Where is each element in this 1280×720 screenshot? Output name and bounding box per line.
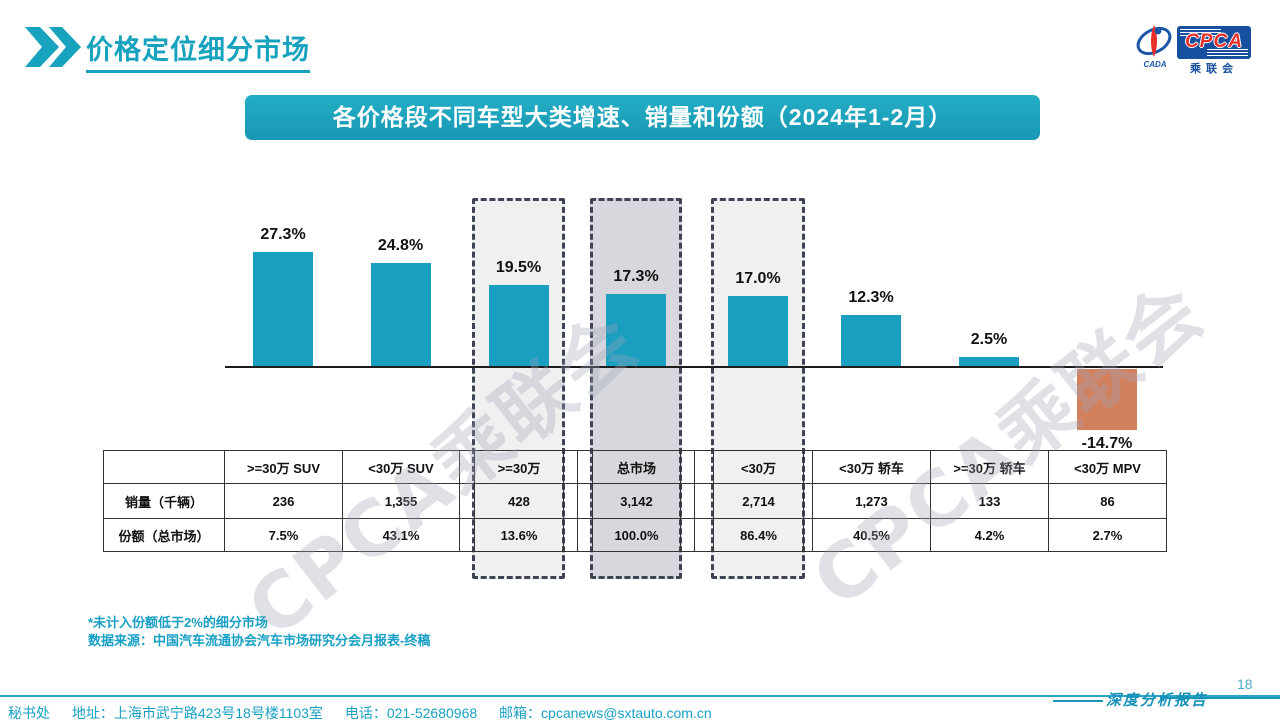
bar-label-2: 19.5% bbox=[495, 259, 542, 277]
cpca-logo: CADA CPCA 乘联会 bbox=[1133, 20, 1253, 75]
bar-label-6: 2.5% bbox=[970, 330, 1008, 348]
bar-label-0: 27.3% bbox=[260, 226, 306, 244]
spacer-cell bbox=[680, 518, 695, 552]
footnote-exclusion: *未计入份额低于2%的细分市场 bbox=[88, 615, 268, 630]
spacer-cell bbox=[803, 483, 813, 519]
spacer-cell bbox=[563, 483, 578, 519]
bar-2 bbox=[488, 285, 549, 367]
page-title: 价格定位细分市场 bbox=[86, 28, 310, 73]
share-3: 100.0% bbox=[592, 518, 681, 552]
bar-label-7: -14.7% bbox=[1081, 434, 1133, 452]
sales-6: 133 bbox=[930, 483, 1049, 519]
x-axis-line bbox=[225, 366, 1163, 368]
footer-address: 地址：上海市武宁路423号18号楼1103室 bbox=[71, 705, 323, 720]
spacer-cell bbox=[459, 450, 475, 484]
col-7: <30万 MPV bbox=[1048, 450, 1167, 484]
col-header bbox=[103, 450, 225, 484]
spacer-cell bbox=[459, 518, 475, 552]
spacer-cell bbox=[680, 483, 695, 519]
bar-label-3: 17.3% bbox=[613, 268, 659, 286]
sales-1: 1,355 bbox=[342, 483, 460, 519]
data-table: >=30万 SUV <30万 SUV >=30万 总市场 <30万 <30万 轿车 >=30… bbox=[103, 450, 1167, 552]
chenglianhui-label: 乘联会 bbox=[1190, 63, 1238, 75]
footer-contact: 秘书处 地址：上海市武宁路423号18号楼1103室 电话：021-526809… bbox=[8, 703, 730, 720]
spacer-cell bbox=[577, 518, 593, 552]
sales-0: 236 bbox=[224, 483, 343, 519]
footnote-source: 数据来源：中国汽车流通协会汽车市场研究分会月报表-终稿 bbox=[88, 633, 431, 648]
bar-1 bbox=[370, 262, 431, 367]
col-6: >=30万 轿车 bbox=[930, 450, 1049, 484]
report-name: 深度分析报告 bbox=[1106, 693, 1209, 709]
cpca-label: CPCA bbox=[1185, 31, 1243, 52]
footnotes: *未计入份额低于2%的细分市场 数据来源：中国汽车流通协会汽车市场研究分会月报表… bbox=[88, 614, 430, 650]
spacer-cell bbox=[694, 483, 714, 519]
chart-title-banner: 各价格段不同车型大类增速、销量和份额（2024年1-2月） bbox=[245, 95, 1040, 140]
share-5: 40.5% bbox=[812, 518, 931, 552]
report-rule-right bbox=[1160, 697, 1280, 699]
share-0: 7.5% bbox=[224, 518, 343, 552]
share-7: 2.7% bbox=[1048, 518, 1167, 552]
footer-email: 邮箱：cpcanews@sxtauto.com.cn bbox=[499, 705, 712, 720]
share-1: 43.1% bbox=[342, 518, 460, 552]
spacer-cell bbox=[459, 483, 475, 519]
spacer-cell bbox=[694, 518, 714, 552]
col-1: <30万 SUV bbox=[342, 450, 460, 484]
col-3: 总市场 bbox=[592, 450, 681, 484]
share-header: 份额（总市场） bbox=[103, 518, 225, 552]
bar-4 bbox=[728, 295, 788, 367]
share-2: 13.6% bbox=[474, 518, 564, 552]
share-6: 4.2% bbox=[930, 518, 1049, 552]
bar-0 bbox=[253, 252, 313, 367]
footer-divider bbox=[0, 695, 1280, 697]
bar-3 bbox=[606, 294, 666, 367]
col-0: >=30万 SUV bbox=[224, 450, 343, 484]
page-number: 18 bbox=[1237, 676, 1253, 692]
spacer-cell bbox=[803, 450, 813, 484]
spacer-cell bbox=[694, 450, 714, 484]
col-5: <30万 轿车 bbox=[812, 450, 931, 484]
bar-6 bbox=[959, 356, 1019, 367]
share-4: 86.4% bbox=[713, 518, 804, 552]
spacer-cell bbox=[680, 450, 695, 484]
spacer-cell bbox=[563, 518, 578, 552]
bar-7 bbox=[1077, 368, 1137, 431]
col-2: >=30万 bbox=[474, 450, 564, 484]
spacer-cell bbox=[803, 518, 813, 552]
cada-label: CADA bbox=[1143, 60, 1167, 69]
cpca-badge: CPCA bbox=[1177, 26, 1251, 59]
footer-phone: 电话：021-52680968 bbox=[344, 705, 478, 720]
sales-3: 3,142 bbox=[592, 483, 681, 519]
sales-header: 销量（千辆） bbox=[103, 483, 225, 519]
bar-5 bbox=[841, 315, 901, 367]
report-rule-left bbox=[1053, 700, 1103, 702]
spacer-cell bbox=[563, 450, 578, 484]
sales-5: 1,273 bbox=[812, 483, 931, 519]
spacer-cell bbox=[577, 450, 593, 484]
sales-7: 86 bbox=[1048, 483, 1167, 519]
sales-2: 428 bbox=[474, 483, 564, 519]
bar-label-5: 12.3% bbox=[848, 289, 894, 307]
spacer-cell bbox=[577, 483, 593, 519]
bar-label-4: 17.0% bbox=[735, 269, 781, 287]
double-chevron-icon bbox=[25, 27, 81, 67]
col-4: <30万 bbox=[713, 450, 804, 484]
sales-4: 2,714 bbox=[713, 483, 804, 519]
footer-secretariat: 秘书处 bbox=[8, 705, 50, 720]
cada-swoosh-icon bbox=[1136, 25, 1172, 57]
bar-label-1: 24.8% bbox=[377, 236, 424, 254]
